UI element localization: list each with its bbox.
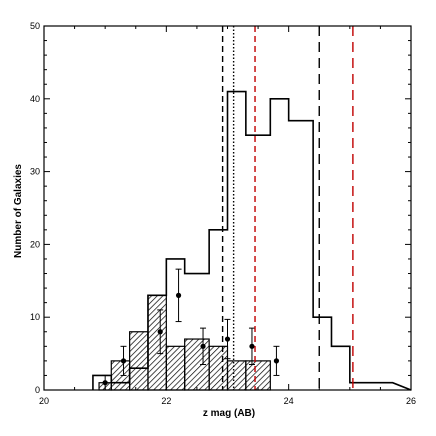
axes: 20 22 24 26 0 10 20 30 40 50: [30, 21, 416, 406]
hatched-bar: [147, 294, 167, 391]
hatched-bar: [208, 345, 229, 391]
data-point: [273, 358, 280, 364]
hatched-bar: [129, 331, 149, 391]
y-tick-label: 0: [35, 385, 40, 395]
hatched-bar: [226, 360, 247, 391]
y-tick-label: 20: [30, 239, 40, 249]
y-axis-label: Number of Galaxies: [13, 164, 24, 258]
data-point: [157, 329, 163, 335]
open-histogram-step-line: [92, 90, 412, 391]
x-tick-label: 24: [284, 396, 294, 406]
data-point: [102, 380, 108, 386]
hatched-bar: [165, 345, 186, 391]
data-point: [224, 336, 231, 342]
y-tick-label: 50: [30, 21, 40, 31]
x-tick-label: 26: [406, 396, 416, 406]
y-tick-label: 10: [30, 312, 40, 322]
hatched-bar: [110, 360, 131, 391]
data-point: [249, 343, 255, 349]
hatched-bar: [245, 360, 271, 391]
data-point: [175, 292, 182, 298]
y-tick-label: 40: [30, 94, 40, 104]
plot-area: [92, 26, 412, 391]
data-point: [120, 358, 127, 364]
x-tick-label: 20: [39, 396, 49, 406]
x-axis-label: z mag (AB): [203, 408, 255, 419]
data-point: [200, 343, 206, 349]
y-tick-label: 30: [30, 167, 40, 177]
x-tick-label: 22: [161, 396, 171, 406]
